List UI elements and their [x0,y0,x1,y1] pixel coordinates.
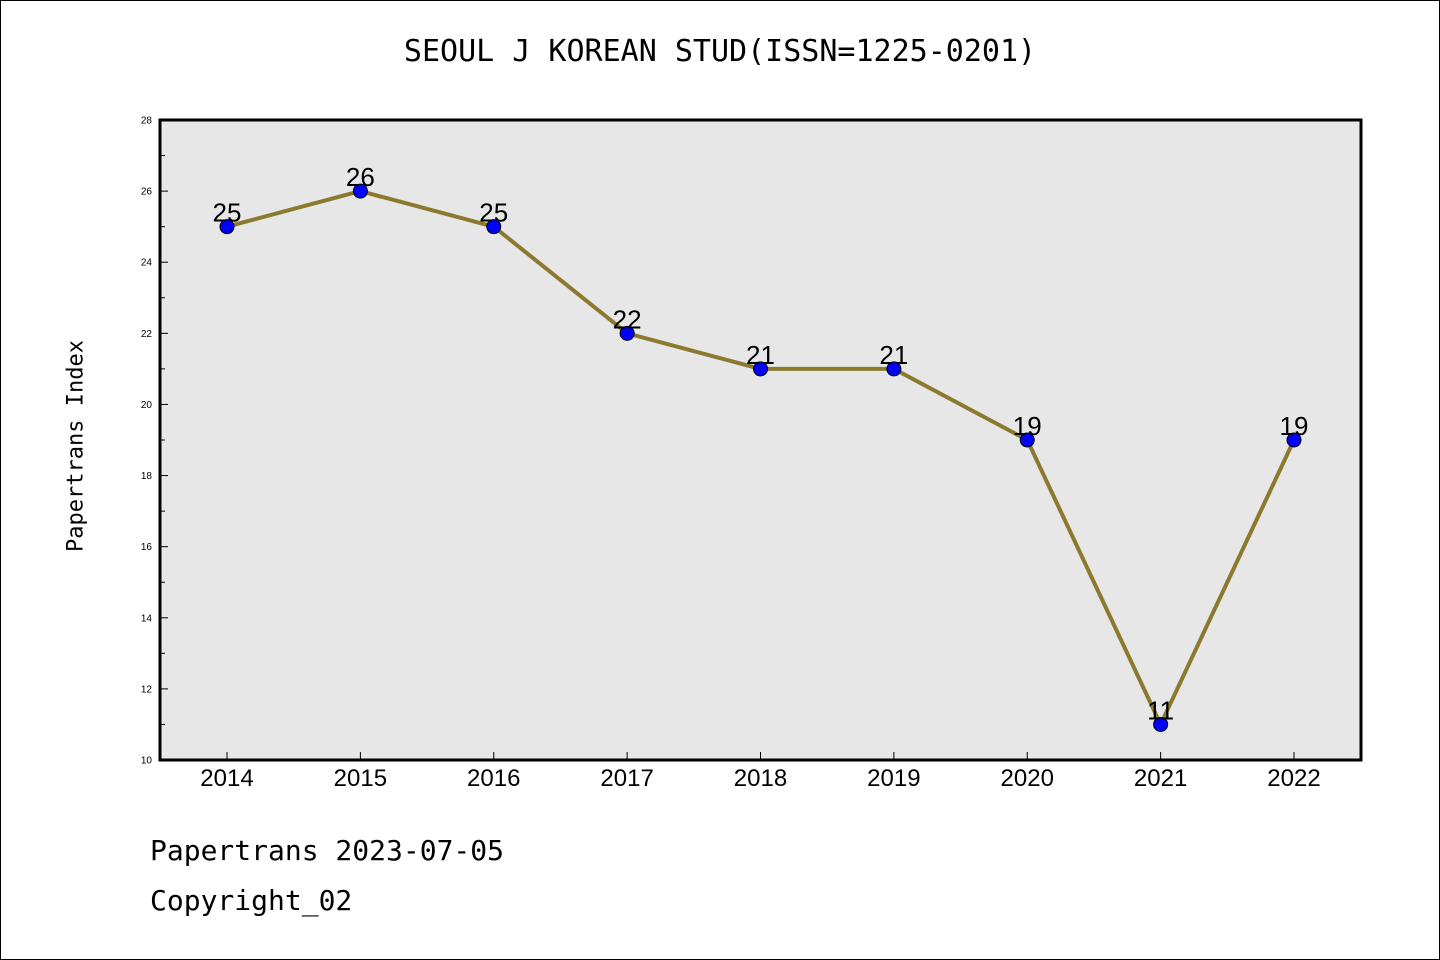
data-point [1019,432,1035,448]
y-tick-label: 18 [141,471,153,482]
plot-area [158,118,1363,762]
chart-title: SEOUL J KOREAN STUD(ISSN=1225-0201) [403,34,1037,69]
x-tick-label: 2022 [1267,765,1320,792]
x-tick-label: 2018 [734,765,787,792]
y-tick-label: 22 [141,329,153,340]
data-labels: 25 26 25 22 21 21 19 11 19 [213,162,1309,725]
data-point [886,361,902,377]
data-label: 19 [1280,411,1309,441]
data-point [753,361,768,377]
x-axis: 2014 2015 2016 2017 2018 2019 2020 2021 2022 [200,752,1321,792]
data-point [352,183,368,199]
data-label: 25 [479,198,508,228]
series-papertrans-index [219,183,1302,732]
data-label: 21 [879,340,908,370]
y-tick-label: 28 [141,116,153,127]
data-point [1286,432,1302,448]
y-axis: 10 12 14 16 18 20 22 24 26 28 [141,116,168,767]
y-tick-label: 20 [141,400,153,411]
data-point [486,219,502,235]
x-tick-label: 2017 [600,765,653,792]
data-label: 11 [1147,695,1174,725]
y-tick-label: 14 [141,613,153,624]
x-tick-label: 2016 [467,765,520,792]
y-tick-label: 24 [141,258,153,269]
data-point [219,219,235,235]
x-tick-label: 2014 [200,765,253,792]
data-label: 19 [1013,411,1042,441]
y-tick-label: 16 [141,542,153,553]
y-tick-label: 10 [141,756,153,767]
data-label: 22 [613,304,642,334]
x-tick-label: 2015 [334,765,387,792]
footer-copyright: Copyright_02 [150,884,353,917]
data-label: 25 [213,198,242,228]
y-tick-label: 12 [141,684,153,695]
data-point [1153,716,1169,732]
y-tick-label: 26 [141,187,153,198]
data-label: 26 [346,162,375,192]
x-tick-label: 2020 [1001,765,1054,792]
data-point [619,325,635,341]
data-label: 21 [746,340,775,370]
x-tick-label: 2021 [1134,765,1187,792]
x-tick-label: 2019 [867,765,920,792]
footer-date: Papertrans 2023-07-05 [150,834,505,867]
